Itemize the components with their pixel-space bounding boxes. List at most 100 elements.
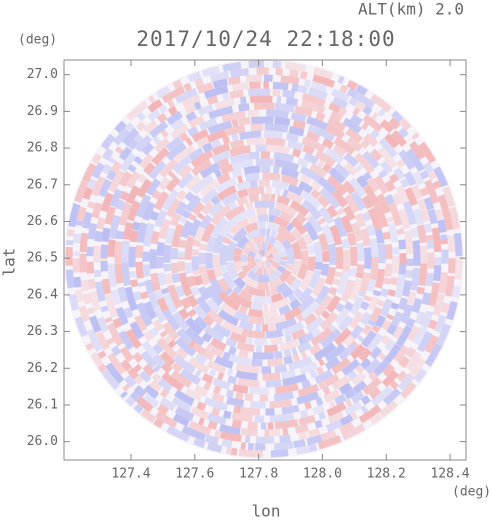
echo-patch: [419, 170, 430, 180]
echo-patch: [208, 201, 225, 218]
echo-patch: [191, 256, 200, 271]
echo-patch: [276, 195, 291, 206]
echo-patch: [119, 190, 130, 201]
echo-patch: [185, 175, 202, 191]
echo-patch: [180, 297, 192, 310]
echo-patch: [147, 95, 156, 104]
echo-patch: [315, 397, 324, 406]
echo-patch: [240, 442, 246, 450]
echo-patch: [384, 194, 395, 206]
echo-patch: [442, 186, 456, 208]
echo-patch: [172, 413, 190, 427]
echo-patch: [215, 177, 238, 194]
echo-patch: [171, 223, 185, 248]
echo-patch: [228, 346, 237, 356]
echo-patch: [326, 175, 348, 196]
echo-patch: [177, 261, 186, 272]
echo-patch: [172, 311, 190, 331]
echo-patch: [226, 368, 234, 377]
echo-patch: [275, 281, 289, 294]
echo-patch: [238, 448, 263, 458]
echo-patch: [255, 260, 264, 268]
echo-patch: [419, 245, 428, 264]
echo-patch: [351, 371, 367, 386]
echo-patch: [86, 307, 95, 315]
echo-patch: [217, 290, 241, 311]
echo-patch: [160, 362, 173, 374]
echo-patch: [243, 165, 261, 175]
echo-patch: [307, 256, 316, 272]
echo-patch: [200, 188, 219, 205]
echo-patch: [324, 356, 341, 371]
echo-patch: [381, 370, 399, 388]
echo-patch: [68, 293, 80, 311]
echo-patch: [250, 246, 258, 254]
echo-patch: [427, 208, 438, 225]
echo-patch: [312, 404, 325, 415]
echo-patch: [296, 263, 309, 281]
echo-patch: [274, 102, 295, 113]
echo-patch: [229, 217, 250, 236]
echo-patch: [239, 96, 247, 105]
echo-patch: [82, 186, 94, 200]
echo-patch: [333, 327, 353, 346]
echo-patch: [302, 144, 315, 155]
echo-patch: [154, 290, 164, 300]
echo-patch: [318, 380, 327, 390]
echo-patch: [114, 263, 124, 284]
echo-patch: [319, 311, 339, 331]
echo-patch: [252, 295, 273, 304]
echo-patch: [398, 239, 407, 250]
echo-patch: [160, 129, 169, 138]
echo-patch: [251, 116, 274, 125]
echo-patch: [424, 342, 443, 367]
echo-patch: [326, 205, 338, 218]
echo-patch: [321, 138, 335, 149]
echo-patch: [163, 334, 173, 344]
echo-patch: [246, 269, 259, 282]
echo-patch: [212, 323, 232, 338]
echo-patch: [434, 314, 447, 334]
echo-patch: [97, 350, 107, 360]
echo-patch: [348, 177, 367, 198]
echo-patch: [135, 120, 147, 132]
echo-patch: [136, 111, 146, 122]
echo-patch: [245, 336, 253, 345]
echo-patch: [282, 89, 296, 99]
echo-patch: [290, 260, 302, 277]
echo-patch: [191, 201, 205, 216]
echo-patch: [265, 137, 286, 147]
echo-patch: [444, 216, 454, 231]
echo-patch: [424, 334, 439, 354]
echo-patch: [368, 386, 382, 400]
echo-patch: [91, 202, 103, 219]
echo-patch: [265, 260, 271, 268]
echo-patch: [265, 251, 272, 258]
echo-patch: [193, 384, 209, 397]
echo-patch: [312, 74, 336, 88]
echo-patch: [285, 97, 299, 106]
echo-patch: [342, 117, 363, 134]
echo-patch: [249, 95, 273, 104]
echo-patch: [418, 263, 428, 287]
echo-patch: [310, 188, 322, 200]
echo-patch: [156, 112, 168, 124]
echo-patch: [399, 177, 410, 189]
echo-patch: [159, 330, 169, 338]
echo-patch: [157, 272, 167, 286]
echo-patch: [206, 442, 223, 453]
echo-patch: [307, 215, 323, 234]
echo-patch: [369, 257, 379, 281]
echo-patch: [236, 341, 255, 352]
echo-patch: [245, 239, 256, 249]
echo-patch: [361, 324, 373, 336]
echo-patch: [266, 259, 274, 264]
echo-patch: [113, 127, 130, 146]
echo-patch: [245, 228, 261, 241]
echo-patch: [356, 334, 365, 343]
echo-patch: [191, 248, 200, 256]
echo-patch: [114, 241, 123, 264]
echo-patch: [402, 200, 417, 226]
echo-patch: [238, 289, 253, 302]
echo-patch: [329, 224, 343, 246]
